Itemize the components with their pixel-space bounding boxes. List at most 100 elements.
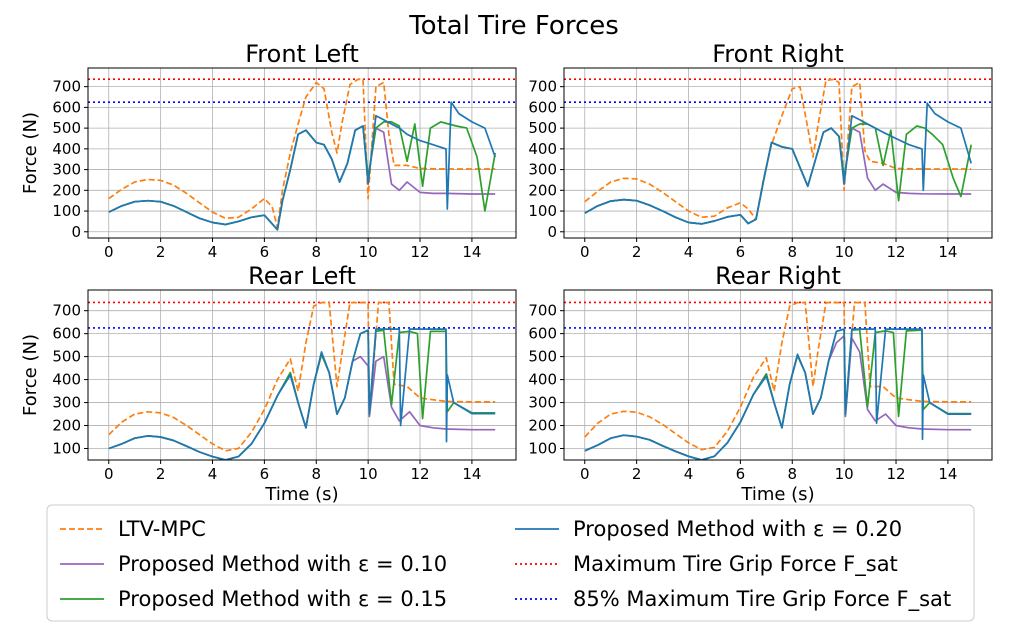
x-tick-label: 0 xyxy=(104,243,114,261)
legend-item-ltv-mpc: LTV-MPC xyxy=(60,517,206,541)
y-tick-label: 600 xyxy=(528,325,557,343)
x-tick-label: 2 xyxy=(156,465,166,483)
subplot-rear-right: Rear Right 0 2 4 6 8 10 12 14 100 200 300 400 500 600 7… xyxy=(528,262,993,505)
y-tick-label: 500 xyxy=(528,348,557,366)
x-tick-label: 10 xyxy=(359,465,378,483)
x-tick-label: 0 xyxy=(104,465,114,483)
legend-item-85-maximum-tire-grip-force-f-sat: 85% Maximum Tire Grip Force F_sat xyxy=(515,587,951,612)
y-tick-label: 700 xyxy=(52,302,81,320)
x-tick-label: 4 xyxy=(684,465,694,483)
x-tick-label: 4 xyxy=(208,465,218,483)
y-tick-label: 700 xyxy=(528,78,557,96)
y-tick-label: 100 xyxy=(528,202,557,220)
x-tick-label: 8 xyxy=(311,465,321,483)
series-line-proposed-method-with-0-15 xyxy=(108,121,497,231)
x-tick-label: 2 xyxy=(632,243,642,261)
y-tick-label: 400 xyxy=(528,140,557,158)
axes-frame xyxy=(87,289,517,461)
y-tick-label: 500 xyxy=(52,119,81,137)
legend: LTV-MPC Proposed Method with ε = 0.10 Prop… xyxy=(46,504,975,622)
y-tick-label: 100 xyxy=(52,202,81,220)
series-line-proposed-method-with-0-15 xyxy=(108,329,496,460)
x-tick-label: 14 xyxy=(938,465,957,483)
x-tick-label: 14 xyxy=(938,243,957,261)
series-group xyxy=(108,78,497,231)
x-tick-label: 14 xyxy=(462,243,481,261)
series-line-ltv-mpc xyxy=(108,78,496,229)
y-tick-label: 300 xyxy=(528,394,557,412)
y-tick-label: 600 xyxy=(528,98,557,116)
series-group xyxy=(584,78,973,225)
y-tick-label: 200 xyxy=(52,181,81,199)
y-axis-label: Force (N) xyxy=(20,112,41,194)
legend-label: Proposed Method with ε = 0.10 xyxy=(118,552,447,576)
y-tick-label: 500 xyxy=(528,119,557,137)
y-axis-label: Force (N) xyxy=(20,334,41,416)
y-tick-label: 200 xyxy=(528,417,557,435)
legend-label: LTV-MPC xyxy=(118,517,206,541)
series-line-proposed-method-with-0-20 xyxy=(584,102,973,225)
x-tick-label: 8 xyxy=(311,243,321,261)
y-tick-label: 300 xyxy=(528,161,557,179)
subplot-front-left: Front Left 0 2 4 6 8 10 12 14 0 100 200 300 400 500 600… xyxy=(20,40,517,261)
subplot-front-right: Front Right 0 2 4 6 8 10 12 14 0 100 200 300 400 500 60… xyxy=(528,40,993,261)
y-tick-label: 400 xyxy=(528,371,557,389)
legend-label: Proposed Method with ε = 0.20 xyxy=(573,517,902,541)
x-tick-label: 0 xyxy=(580,243,590,261)
y-tick-label: 200 xyxy=(52,417,81,435)
series-line-proposed-method-with-0-20 xyxy=(108,101,497,231)
y-tick-label: 700 xyxy=(528,302,557,320)
x-axis-label: Time (s) xyxy=(264,484,338,505)
subplot-title: Front Right xyxy=(712,40,844,68)
y-tick-label: 600 xyxy=(52,325,81,343)
x-tick-label: 10 xyxy=(835,243,854,261)
series-line-ltv-mpc xyxy=(108,301,496,452)
legend-label: Maximum Tire Grip Force F_sat xyxy=(573,552,898,577)
axes-frame xyxy=(563,67,993,239)
x-tick-label: 8 xyxy=(787,243,797,261)
series-group xyxy=(584,301,972,460)
series-line-proposed-method-with-0-10 xyxy=(584,127,972,225)
series-line-ltv-mpc xyxy=(584,78,972,221)
series-group xyxy=(108,301,496,460)
series-line-proposed-method-with-0-20 xyxy=(584,328,972,460)
legend-item-proposed-method-with-0-20: Proposed Method with ε = 0.20 xyxy=(515,517,902,541)
x-tick-label: 10 xyxy=(359,243,378,261)
legend-item-proposed-method-with-0-15: Proposed Method with ε = 0.15 xyxy=(60,587,447,611)
y-tick-label: 400 xyxy=(52,371,81,389)
x-tick-label: 6 xyxy=(736,465,746,483)
series-line-ltv-mpc xyxy=(584,301,972,451)
y-tick-label: 100 xyxy=(52,440,81,458)
x-tick-label: 2 xyxy=(632,465,642,483)
x-tick-label: 0 xyxy=(580,465,590,483)
legend-frame xyxy=(46,504,975,622)
series-line-proposed-method-with-0-20 xyxy=(108,328,496,460)
legend-label: Proposed Method with ε = 0.15 xyxy=(118,587,447,611)
x-axis-label: Time (s) xyxy=(740,484,814,505)
y-tick-label: 300 xyxy=(52,161,81,179)
axes-frame xyxy=(87,67,517,239)
series-line-proposed-method-with-0-10 xyxy=(108,125,496,231)
y-tick-label: 500 xyxy=(52,348,81,366)
legend-item-maximum-tire-grip-force-f-sat: Maximum Tire Grip Force F_sat xyxy=(515,552,898,577)
axes-frame xyxy=(563,289,993,461)
figure-title: Total Tire Forces xyxy=(408,11,619,41)
subplot-title: Rear Left xyxy=(248,262,356,290)
series-line-proposed-method-with-0-15 xyxy=(584,123,973,225)
x-tick-label: 12 xyxy=(886,465,905,483)
y-tick-label: 200 xyxy=(528,181,557,199)
x-tick-label: 10 xyxy=(835,465,854,483)
x-tick-label: 8 xyxy=(787,465,797,483)
legend-label: 85% Maximum Tire Grip Force F_sat xyxy=(573,587,951,612)
x-tick-label: 12 xyxy=(410,243,429,261)
x-tick-label: 14 xyxy=(462,465,481,483)
x-tick-label: 2 xyxy=(156,243,166,261)
y-tick-label: 700 xyxy=(52,78,81,96)
subplot-title: Rear Right xyxy=(715,262,841,290)
x-tick-label: 4 xyxy=(684,243,694,261)
x-tick-label: 6 xyxy=(260,465,270,483)
legend-item-proposed-method-with-0-10: Proposed Method with ε = 0.10 xyxy=(60,552,447,576)
y-tick-label: 400 xyxy=(52,140,81,158)
y-tick-label: 100 xyxy=(528,440,557,458)
